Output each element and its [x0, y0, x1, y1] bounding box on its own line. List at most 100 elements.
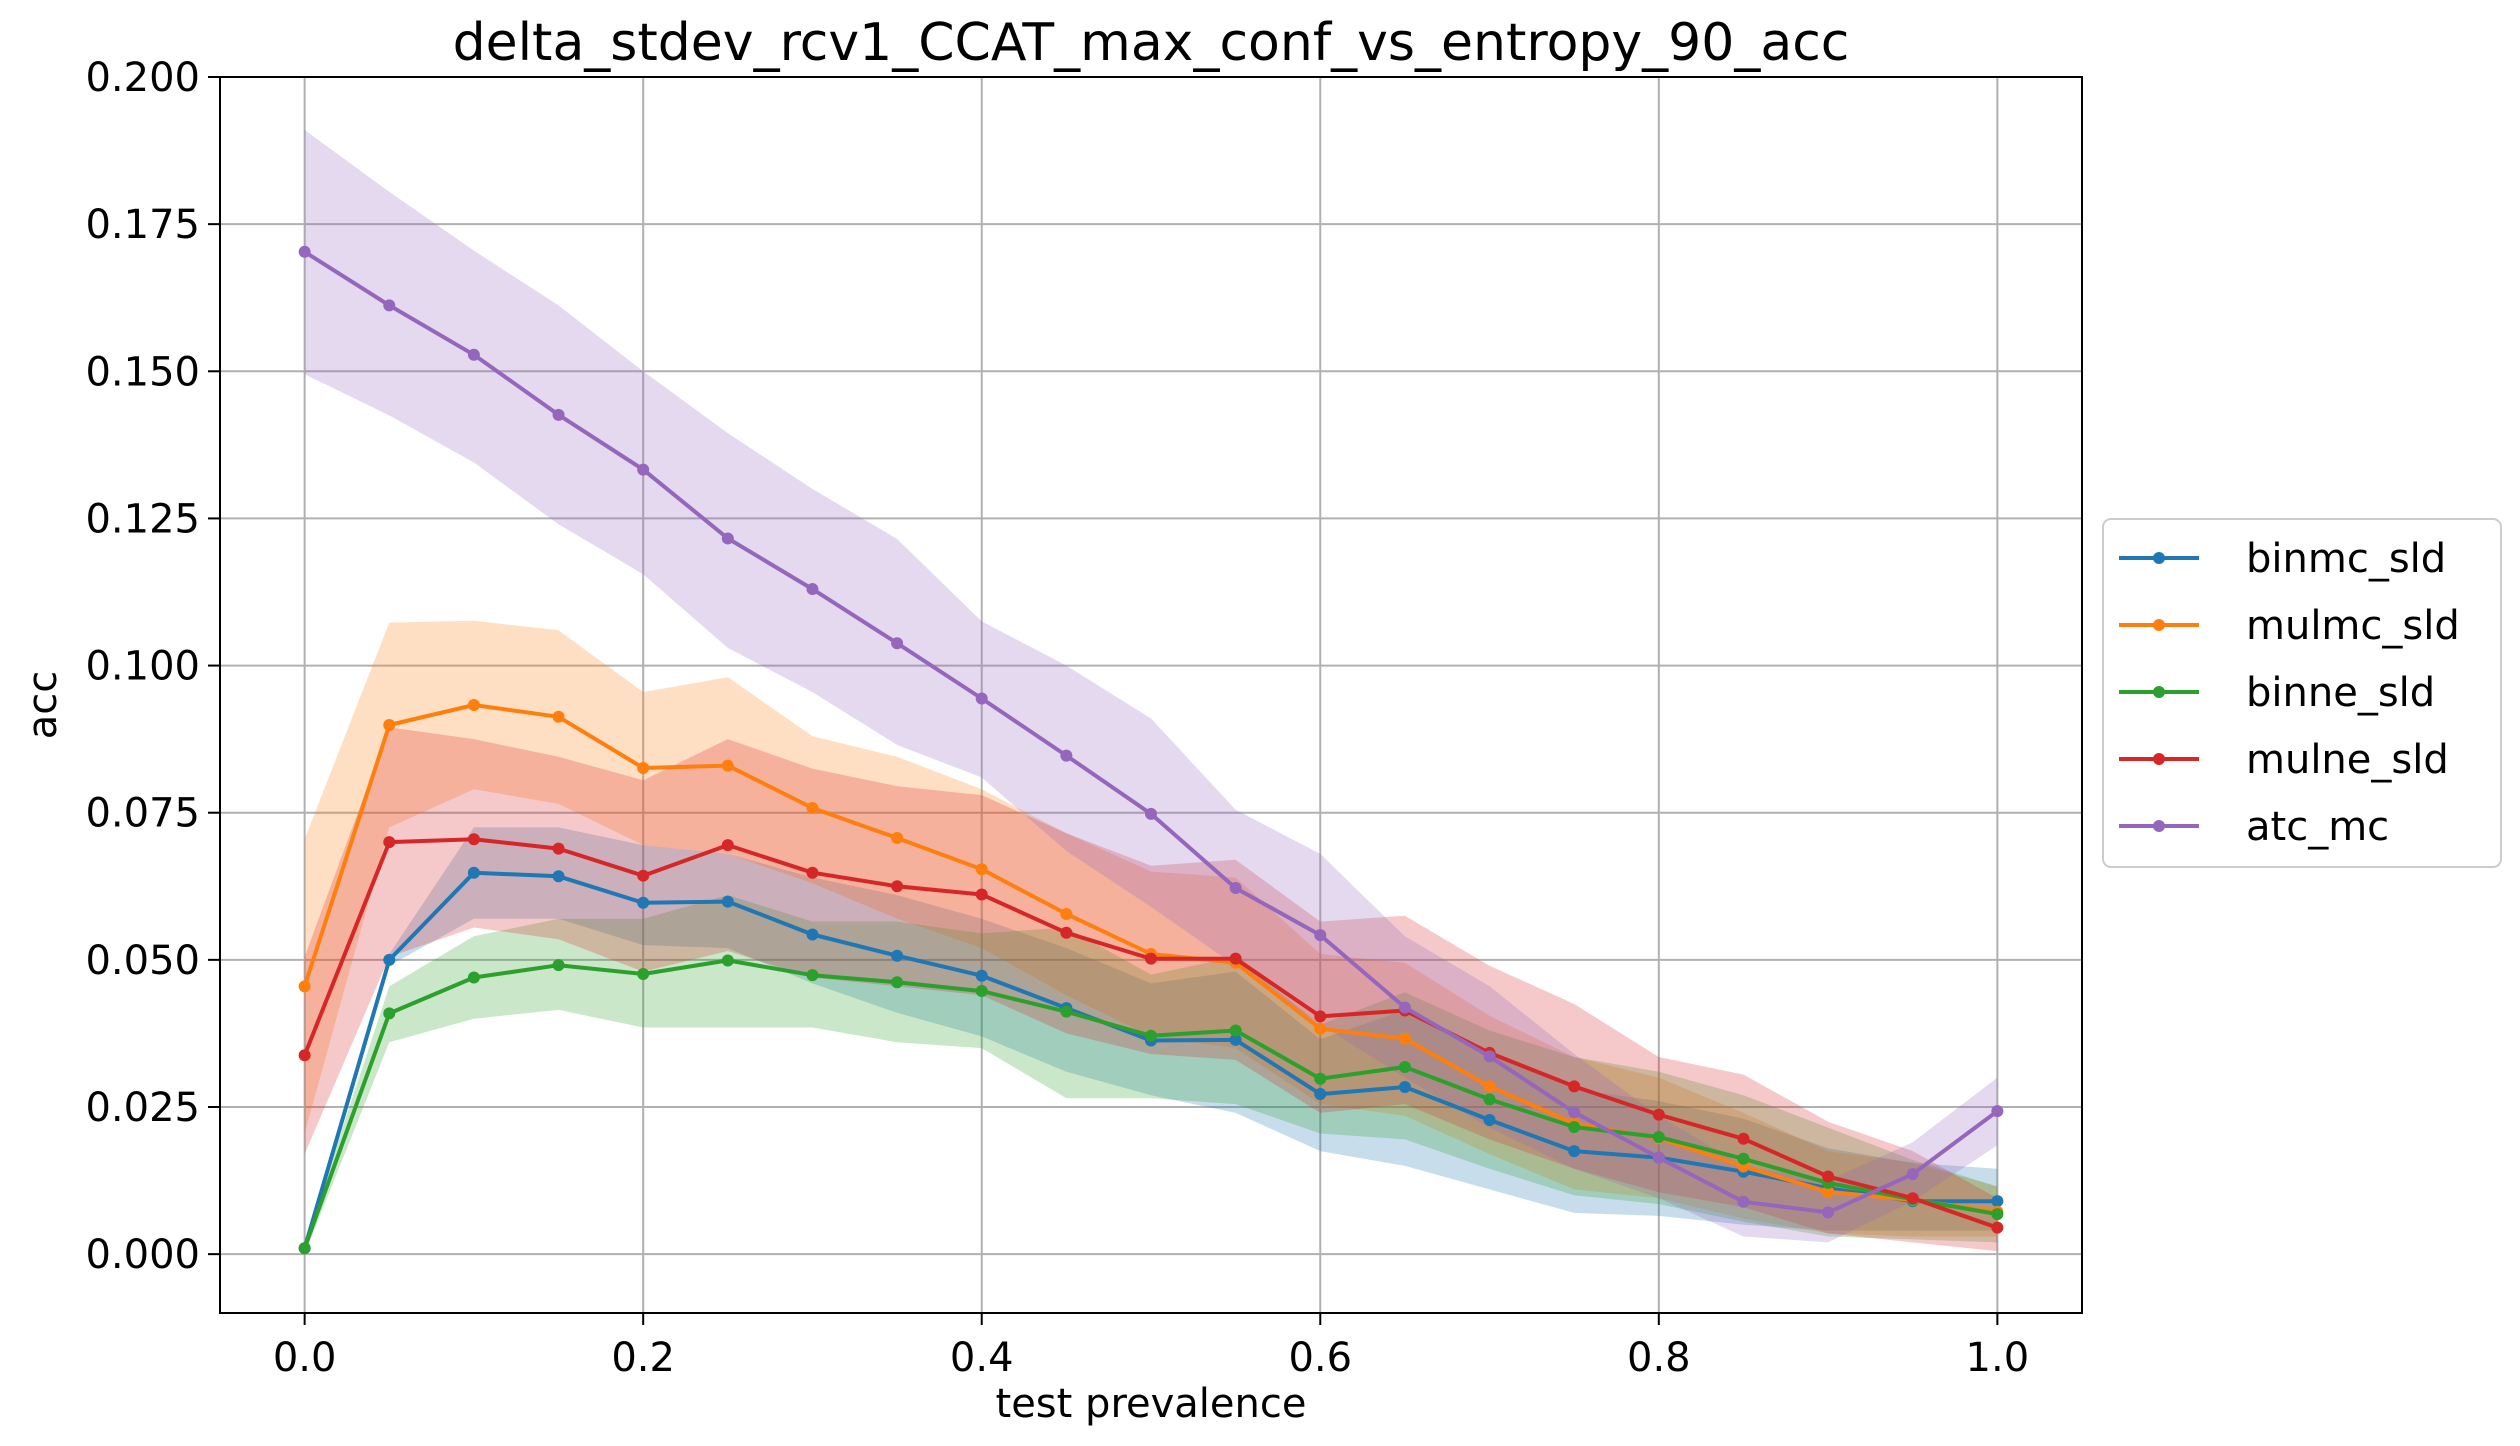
- point-atc_mc: [1314, 929, 1327, 942]
- x-axis-label: test prevalence: [996, 1381, 1307, 1427]
- point-mulmc_sld: [383, 719, 396, 732]
- point-atc_mc: [975, 692, 988, 705]
- axis-ticks: 0.0 0.2 0.4 0.6 0.8 1.0 0.000 0.025 0.050 0.075 0.…: [85, 55, 2029, 1381]
- point-binmc_sld: [1398, 1080, 1411, 1093]
- point-mulne_sld: [806, 866, 819, 879]
- point-binne_sld: [1229, 1024, 1242, 1037]
- point-binne_sld: [721, 954, 734, 967]
- point-binmc_sld: [1991, 1195, 2004, 1208]
- point-binmc_sld: [721, 895, 734, 908]
- point-mulne_sld: [1568, 1080, 1581, 1093]
- point-binmc_sld: [975, 969, 988, 982]
- point-atc_mc: [552, 408, 565, 421]
- legend-box: [2102, 518, 2502, 868]
- legend-label-atc_mc: atc_mc: [2246, 804, 2389, 850]
- point-atc_mc: [1483, 1050, 1496, 1063]
- point-mulne_sld: [637, 869, 650, 882]
- x-tick-label: 0.4: [950, 1335, 1014, 1381]
- point-mulmc_sld: [1314, 1022, 1327, 1035]
- point-binne_sld: [806, 969, 819, 982]
- point-binmc_sld: [806, 928, 819, 941]
- point-atc_mc: [467, 348, 480, 361]
- point-binne_sld: [552, 959, 565, 972]
- point-binmc_sld: [383, 953, 396, 966]
- point-mulmc_sld: [1398, 1032, 1411, 1045]
- x-tick-label: 0.6: [1288, 1335, 1352, 1381]
- point-binmc_sld: [552, 870, 565, 883]
- point-atc_mc: [891, 637, 904, 650]
- point-binne_sld: [637, 967, 650, 980]
- point-mulne_sld: [1822, 1170, 1835, 1183]
- point-mulne_sld: [891, 880, 904, 893]
- point-atc_mc: [1060, 749, 1073, 762]
- point-atc_mc: [1991, 1105, 2004, 1118]
- point-atc_mc: [806, 583, 819, 596]
- point-mulmc_sld: [467, 699, 480, 712]
- point-mulmc_sld: [806, 802, 819, 815]
- x-tick-label: 1.0: [1966, 1335, 2030, 1381]
- point-binne_sld: [975, 985, 988, 998]
- point-mulne_sld: [1314, 1010, 1327, 1023]
- point-atc_mc: [1568, 1106, 1581, 1119]
- point-mulne_sld: [1060, 926, 1073, 939]
- x-tick-label: 0.2: [611, 1335, 675, 1381]
- point-atc_mc: [1229, 882, 1242, 895]
- point-binmc_sld: [1568, 1145, 1581, 1158]
- legend-marker-atc_mc: [2153, 820, 2165, 832]
- point-binne_sld: [467, 971, 480, 984]
- point-binmc_sld: [1229, 1033, 1242, 1046]
- point-mulne_sld: [383, 836, 396, 849]
- point-binmc_sld: [467, 866, 480, 879]
- point-binne_sld: [383, 1007, 396, 1020]
- point-binne_sld: [1398, 1060, 1411, 1073]
- point-atc_mc: [1145, 807, 1157, 820]
- point-mulne_sld: [1737, 1132, 1750, 1145]
- point-binne_sld: [891, 976, 904, 989]
- band-binne_sld: [304, 895, 1998, 1255]
- point-binne_sld: [1568, 1121, 1581, 1134]
- y-tick-label: 0.100: [85, 644, 200, 690]
- point-mulne_sld: [721, 839, 734, 852]
- point-mulmc_sld: [891, 832, 904, 845]
- point-atc_mc: [1906, 1168, 1919, 1181]
- y-tick-label: 0.200: [85, 55, 200, 101]
- point-binne_sld: [1652, 1131, 1665, 1144]
- point-binne_sld: [1314, 1072, 1327, 1085]
- point-mulmc_sld: [1060, 907, 1073, 920]
- point-mulne_sld: [1145, 952, 1157, 965]
- point-binne_sld: [1483, 1093, 1496, 1106]
- y-tick-label: 0.175: [85, 202, 200, 248]
- y-tick-label: 0.075: [85, 791, 200, 837]
- point-binmc_sld: [891, 949, 904, 962]
- y-tick-label: 0.025: [85, 1085, 200, 1131]
- point-mulne_sld: [1652, 1108, 1665, 1121]
- legend-marker-mulmc_sld: [2153, 619, 2165, 631]
- point-binmc_sld: [1314, 1088, 1327, 1101]
- point-atc_mc: [298, 245, 311, 258]
- plot-frame: [219, 76, 2083, 1314]
- point-binmc_sld: [637, 896, 650, 909]
- point-mulmc_sld: [552, 710, 565, 723]
- legend-label-binmc_sld: binmc_sld: [2246, 536, 2446, 582]
- x-tick-label: 0.0: [273, 1335, 337, 1381]
- y-axis-label: acc: [20, 671, 66, 740]
- y-tick-label: 0.050: [85, 938, 200, 984]
- legend-label-mulmc_sld: mulmc_sld: [2246, 603, 2460, 649]
- point-mulne_sld: [467, 833, 480, 846]
- point-binne_sld: [1991, 1208, 2004, 1221]
- point-mulne_sld: [1991, 1221, 2004, 1234]
- point-binmc_sld: [1483, 1113, 1496, 1126]
- x-tick-label: 0.8: [1627, 1335, 1691, 1381]
- point-atc_mc: [1398, 1001, 1411, 1014]
- point-mulne_sld: [975, 888, 988, 901]
- y-tick-label: 0.000: [85, 1232, 200, 1278]
- point-mulmc_sld: [1483, 1080, 1496, 1093]
- point-mulne_sld: [552, 842, 565, 855]
- y-tick-label: 0.125: [85, 496, 200, 542]
- y-tick-label: 0.150: [85, 349, 200, 395]
- legend: binmc_sld mulmc_sld binne_sld mulne_sld atc_…: [2102, 518, 2502, 868]
- point-atc_mc: [1822, 1206, 1835, 1219]
- point-atc_mc: [1652, 1151, 1665, 1164]
